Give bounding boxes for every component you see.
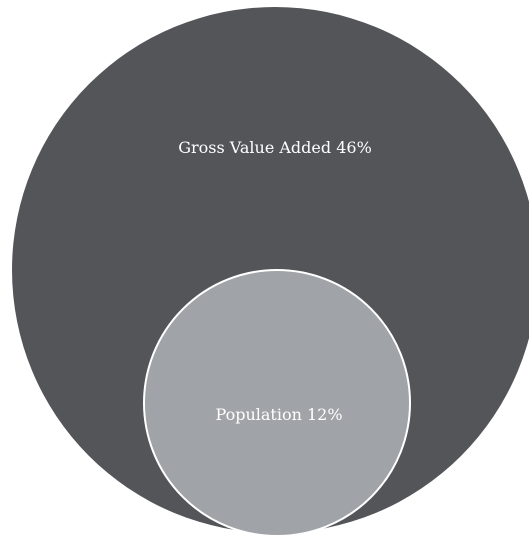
population-circle xyxy=(143,269,411,537)
population-label: Population 12% xyxy=(215,405,342,424)
gross-value-added-label: Gross Value Added 46% xyxy=(178,138,372,157)
